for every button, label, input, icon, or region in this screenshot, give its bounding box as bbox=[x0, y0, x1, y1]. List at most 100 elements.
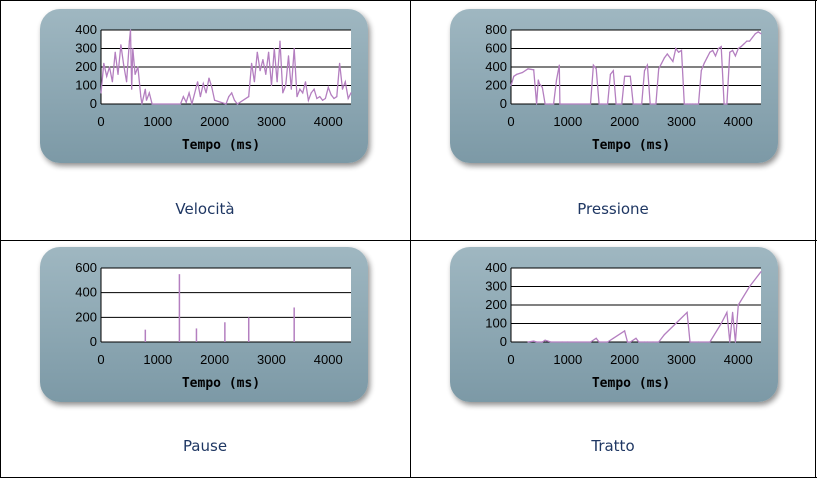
data-point bbox=[535, 103, 538, 105]
data-point bbox=[550, 341, 552, 343]
y-tick-label: 400 bbox=[485, 260, 507, 275]
data-point bbox=[538, 83, 541, 85]
data-point bbox=[339, 62, 341, 64]
data-point bbox=[641, 103, 643, 105]
data-point bbox=[595, 68, 597, 70]
y-tick-label: 800 bbox=[485, 22, 507, 37]
data-point bbox=[592, 64, 594, 66]
x-tick-label: 2000 bbox=[200, 114, 229, 129]
data-point bbox=[202, 83, 204, 85]
y-tick-label: 400 bbox=[485, 59, 507, 74]
data-point bbox=[660, 62, 663, 64]
data-point bbox=[615, 103, 617, 105]
y-tick-label: 0 bbox=[90, 334, 97, 349]
panel-velocita: 0 100 200 300 400 0 1000 2000 3000 4000 Tempo (ms)… bbox=[0, 0, 410, 240]
data-point bbox=[703, 62, 705, 64]
data-point bbox=[612, 337, 614, 339]
data-point bbox=[635, 337, 637, 339]
y-tick-label: 0 bbox=[500, 96, 507, 111]
data-point bbox=[712, 49, 714, 51]
data-point bbox=[689, 341, 691, 343]
data-point bbox=[268, 51, 270, 53]
data-point bbox=[652, 341, 654, 343]
data-point bbox=[689, 103, 691, 105]
table-border-right bbox=[815, 0, 816, 478]
data-point bbox=[589, 103, 592, 105]
data-point bbox=[646, 341, 648, 343]
data-point bbox=[663, 57, 666, 59]
data-point bbox=[734, 55, 737, 57]
y-tick-label: 200 bbox=[75, 309, 97, 324]
x-tick-label: 3000 bbox=[257, 114, 286, 129]
x-tick-label: 4000 bbox=[314, 352, 343, 367]
data-point bbox=[544, 103, 546, 105]
data-point bbox=[527, 68, 529, 70]
data-point bbox=[726, 311, 728, 313]
data-point bbox=[151, 103, 153, 105]
data-point bbox=[709, 341, 711, 343]
data-point bbox=[199, 96, 202, 98]
data-point bbox=[695, 103, 697, 105]
x-tick-label: 3000 bbox=[257, 352, 286, 367]
x-axis-label: Tempo (ms) bbox=[592, 138, 670, 153]
data-point bbox=[513, 75, 515, 77]
data-point bbox=[606, 103, 609, 105]
data-point bbox=[276, 81, 278, 83]
data-point bbox=[757, 31, 759, 33]
x-tick-label: 4000 bbox=[314, 114, 343, 129]
data-point bbox=[144, 88, 146, 90]
y-tick-label: 0 bbox=[500, 334, 507, 349]
data-point bbox=[270, 84, 273, 87]
y-tick-label: 0 bbox=[90, 96, 97, 111]
y-tick-label: 200 bbox=[485, 297, 507, 312]
data-point bbox=[188, 92, 190, 94]
data-point bbox=[296, 96, 298, 98]
data-point bbox=[103, 62, 105, 64]
data-point bbox=[717, 47, 719, 50]
y-tick-label: 100 bbox=[485, 316, 507, 331]
data-point bbox=[598, 341, 600, 343]
data-point bbox=[132, 47, 134, 50]
data-point bbox=[304, 81, 307, 83]
x-tick-label: 0 bbox=[507, 114, 514, 129]
data-point bbox=[330, 94, 332, 96]
data-point bbox=[729, 51, 731, 53]
y-tick-label: 600 bbox=[75, 260, 97, 275]
data-point bbox=[692, 103, 694, 105]
data-point bbox=[709, 51, 711, 53]
data-point bbox=[179, 103, 182, 105]
data-point bbox=[208, 77, 210, 79]
data-point bbox=[740, 46, 742, 48]
data-point bbox=[182, 96, 184, 98]
y-tick-label: 400 bbox=[75, 22, 97, 37]
data-point bbox=[749, 40, 751, 42]
panel-pause: 0 200 400 600 0 1000 2000 3000 4000 Tempo (ms) Pa… bbox=[0, 240, 410, 478]
data-point bbox=[749, 285, 751, 288]
data-point bbox=[259, 70, 261, 72]
data-point bbox=[697, 341, 700, 343]
data-point bbox=[273, 47, 275, 50]
data-point bbox=[327, 86, 329, 88]
data-point bbox=[250, 62, 253, 64]
data-point bbox=[233, 99, 236, 101]
data-point bbox=[618, 103, 620, 105]
data-point bbox=[108, 66, 111, 68]
data-point bbox=[553, 103, 555, 105]
x-tick-label: 1000 bbox=[143, 352, 172, 367]
data-point bbox=[527, 341, 529, 343]
x-tick-label: 4000 bbox=[724, 352, 753, 367]
data-point bbox=[706, 57, 708, 59]
data-point bbox=[344, 81, 346, 83]
y-tick-label: 200 bbox=[75, 59, 97, 74]
data-point bbox=[601, 103, 603, 105]
data-point bbox=[658, 341, 660, 343]
data-point bbox=[510, 84, 512, 87]
data-point bbox=[205, 92, 207, 94]
data-point bbox=[228, 96, 230, 98]
data-point bbox=[321, 99, 324, 101]
data-point bbox=[185, 101, 187, 103]
data-point bbox=[310, 92, 312, 94]
data-point bbox=[533, 69, 535, 71]
